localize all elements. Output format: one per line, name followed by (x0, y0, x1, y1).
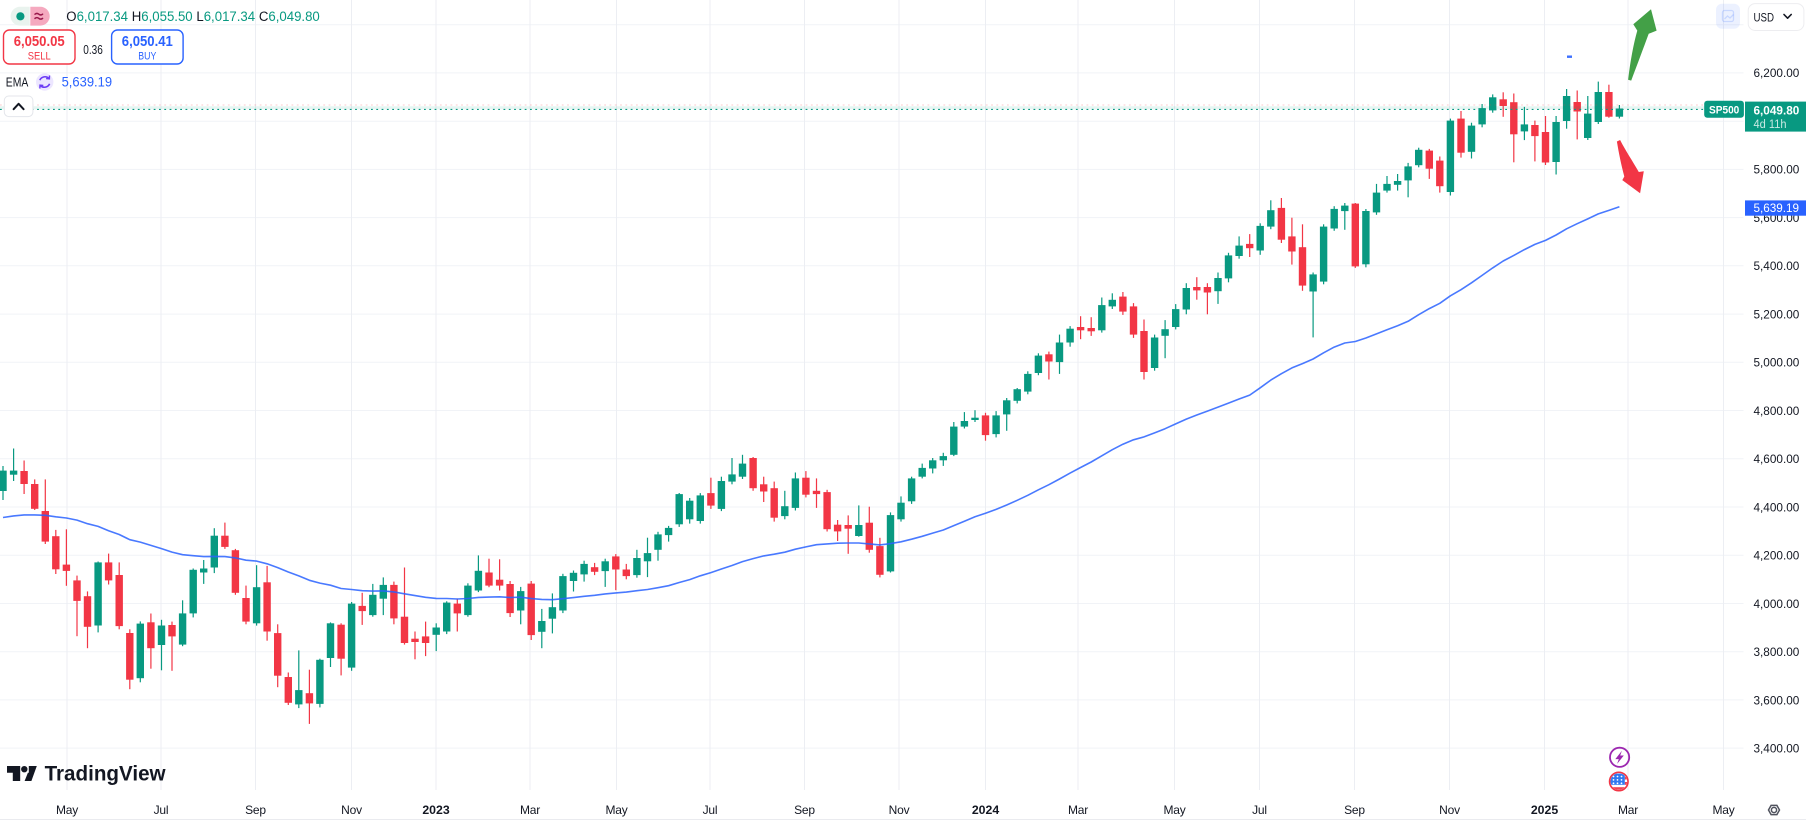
svg-text:SELL: SELL (28, 51, 51, 63)
svg-text:4,200.00: 4,200.00 (1754, 549, 1800, 563)
svg-text:2025: 2025 (1531, 803, 1559, 817)
svg-text:Mar: Mar (1068, 803, 1088, 817)
svg-text:3,400.00: 3,400.00 (1754, 742, 1800, 756)
svg-text:Sep: Sep (794, 803, 815, 817)
svg-text:5,000.00: 5,000.00 (1754, 356, 1800, 370)
svg-text:4,600.00: 4,600.00 (1754, 452, 1800, 466)
svg-text:5,400.00: 5,400.00 (1754, 259, 1800, 273)
svg-text:Nov: Nov (889, 803, 910, 817)
svg-text:May: May (1163, 803, 1185, 817)
svg-text:Sep: Sep (245, 803, 266, 817)
svg-text:May: May (605, 803, 627, 817)
svg-text:6,200.00: 6,200.00 (1754, 66, 1800, 80)
svg-text:May: May (1712, 803, 1734, 817)
svg-text:2023: 2023 (422, 803, 450, 817)
svg-text:Mar: Mar (1618, 803, 1638, 817)
svg-text:4,400.00: 4,400.00 (1754, 500, 1800, 514)
svg-text:0.36: 0.36 (83, 43, 103, 57)
svg-text:EMA: EMA (6, 75, 29, 89)
svg-text:3,600.00: 3,600.00 (1754, 693, 1800, 707)
svg-text:6,049.80: 6,049.80 (1754, 104, 1800, 118)
svg-text:3,800.00: 3,800.00 (1754, 645, 1800, 659)
svg-text:Jul: Jul (703, 803, 718, 817)
svg-text:Mar: Mar (520, 803, 540, 817)
svg-text:6,050.41: 6,050.41 (122, 34, 173, 50)
svg-text:Nov: Nov (341, 803, 362, 817)
svg-text:6,050.05: 6,050.05 (14, 34, 65, 50)
svg-text:BUY: BUY (138, 51, 157, 63)
svg-text:Jul: Jul (1252, 803, 1267, 817)
svg-text:5,639.19: 5,639.19 (62, 74, 113, 90)
svg-text:4,000.00: 4,000.00 (1754, 597, 1800, 611)
svg-text:2024: 2024 (972, 803, 1000, 817)
svg-text:TradingView: TradingView (45, 763, 167, 786)
svg-text:5,200.00: 5,200.00 (1754, 307, 1800, 321)
svg-text:SP500: SP500 (1709, 105, 1739, 117)
svg-text:5,800.00: 5,800.00 (1754, 163, 1800, 177)
svg-text:Nov: Nov (1439, 803, 1460, 817)
svg-text:Sep: Sep (1344, 803, 1365, 817)
svg-text:O6,017.34 H6,055.50 L6,017.34: O6,017.34 H6,055.50 L6,017.34 C6,049.80 (66, 9, 319, 24)
svg-text:4d 11h: 4d 11h (1754, 119, 1787, 131)
svg-text:Jul: Jul (154, 803, 169, 817)
svg-text:4,800.00: 4,800.00 (1754, 404, 1800, 418)
svg-text:May: May (56, 803, 78, 817)
svg-text:USD: USD (1754, 10, 1775, 24)
svg-text:5,639.19: 5,639.19 (1754, 201, 1800, 215)
